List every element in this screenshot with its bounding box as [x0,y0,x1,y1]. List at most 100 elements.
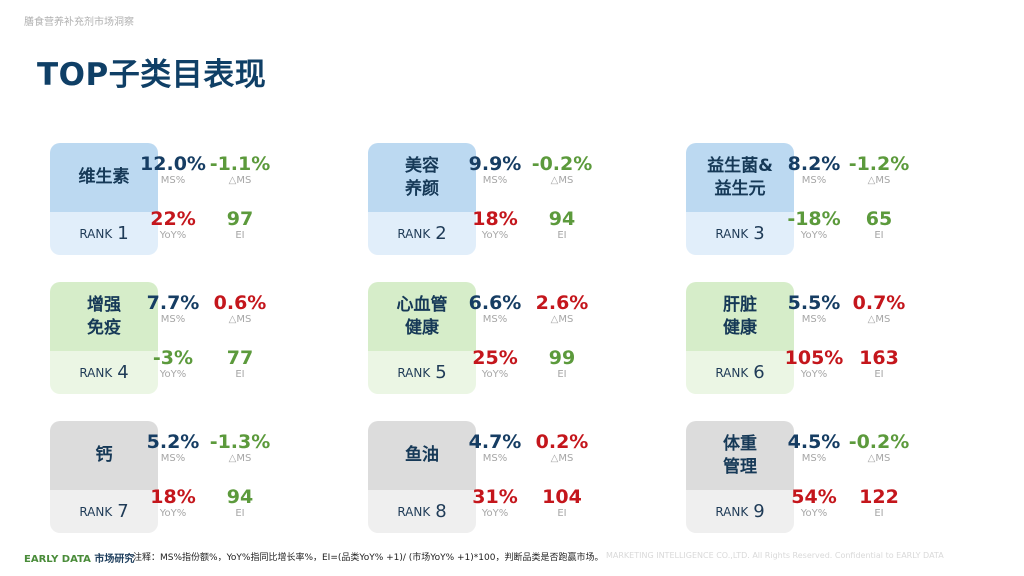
ms-label: MS% [801,453,827,464]
metric-yoy: 18% YoY% [455,208,535,242]
ei-label: EI [557,369,567,380]
category-tile: 益生菌& 益生元 RANK 3 [686,143,794,255]
rank-label: RANK [715,226,749,241]
metric-ms: 5.5% MS% [774,292,854,326]
ei-label: EI [235,508,245,519]
ms-label: MS% [801,175,827,186]
yoy-value: -3% [152,347,194,369]
metric-ms: 12.0% MS% [133,153,213,187]
category-rank: RANK 4 [50,351,158,394]
rank-number: 5 [435,362,447,383]
ei-value: 94 [548,208,576,230]
rank-label: RANK [397,226,431,241]
yoy-value: 31% [472,486,518,508]
ms-label: MS% [801,314,827,325]
metric-ms: 4.5% MS% [774,431,854,465]
category-card: 增强 免疫 RANK 4 7.7% MS% 0.6% △MS -3% YoY% 77 EI [50,282,340,394]
metric-dms: -1.2% △MS [839,153,919,187]
category-name: 益生菌& 益生元 [686,143,794,212]
ms-label: MS% [482,175,508,186]
metric-yoy: 31% YoY% [455,486,535,520]
category-card: 心血管 健康 RANK 5 6.6% MS% 2.6% △MS 25% YoY% 99 EI [368,282,658,394]
dms-label: △MS [550,453,574,464]
ms-label: MS% [160,175,186,186]
rank-number: 6 [753,362,765,383]
category-rank: RANK 3 [686,212,794,255]
brand-zh: 市场研究 [94,554,135,565]
category-card: 钙 RANK 7 5.2% MS% -1.3% △MS 18% YoY% 94 EI [50,421,340,533]
ei-label: EI [874,508,884,519]
yoy-value: 18% [472,208,518,230]
metric-dms: 0.7% △MS [839,292,919,326]
metric-yoy: -18% YoY% [774,208,854,242]
ei-value: 77 [226,347,254,369]
metric-ms: 6.6% MS% [455,292,535,326]
rank-number: 3 [753,223,765,244]
yoy-label: YoY% [481,508,509,519]
ms-value: 4.7% [468,431,522,453]
dms-label: △MS [550,175,574,186]
category-tile: 肝脏 健康 RANK 6 [686,282,794,394]
category-rank: RANK 6 [686,351,794,394]
metric-ei: 99 EI [522,347,602,381]
dms-label: △MS [867,175,891,186]
category-name: 维生素 [50,143,158,212]
dms-label: △MS [550,314,574,325]
ms-value: 12.0% [140,153,206,175]
rank-label: RANK [79,365,113,380]
metric-ms: 9.9% MS% [455,153,535,187]
dms-value: 0.7% [852,292,906,314]
dms-label: △MS [228,314,252,325]
yoy-label: YoY% [481,230,509,241]
category-rank: RANK 1 [50,212,158,255]
yoy-label: YoY% [800,369,828,380]
ei-label: EI [557,508,567,519]
dms-value: 2.6% [535,292,589,314]
category-tile: 钙 RANK 7 [50,421,158,533]
dms-value: -1.1% [209,153,271,175]
metric-yoy: 54% YoY% [774,486,854,520]
ei-value: 104 [542,486,582,508]
metric-ms: 7.7% MS% [133,292,213,326]
dms-value: -0.2% [531,153,593,175]
ei-value: 99 [548,347,576,369]
dms-label: △MS [867,314,891,325]
metric-ei: 94 EI [200,486,280,520]
rank-label: RANK [397,365,431,380]
dms-label: △MS [228,453,252,464]
yoy-value: 22% [150,208,196,230]
metric-yoy: 18% YoY% [133,486,213,520]
metric-ei: 77 EI [200,347,280,381]
yoy-label: YoY% [159,369,187,380]
yoy-label: YoY% [800,508,828,519]
category-name: 鱼油 [368,421,476,490]
category-rank: RANK 2 [368,212,476,255]
rank-number: 8 [435,501,447,522]
rank-number: 1 [117,223,129,244]
ei-label: EI [874,369,884,380]
metric-ei: 97 EI [200,208,280,242]
metric-dms: 0.6% △MS [200,292,280,326]
category-card: 美容 养颜 RANK 2 9.9% MS% -0.2% △MS 18% YoY% 94 EI [368,143,658,255]
metric-ei: 104 EI [522,486,602,520]
ei-value: 94 [226,486,254,508]
metric-ms: 5.2% MS% [133,431,213,465]
rank-number: 7 [117,501,129,522]
category-card: 体重 管理 RANK 9 4.5% MS% -0.2% △MS 54% YoY% 122 EI [686,421,976,533]
metric-ei: 163 EI [839,347,919,381]
ei-value: 65 [865,208,893,230]
metric-dms: -1.1% △MS [200,153,280,187]
metric-yoy: 105% YoY% [774,347,854,381]
category-rank: RANK 8 [368,490,476,533]
rank-label: RANK [397,504,431,519]
rank-label: RANK [79,226,113,241]
rank-label: RANK [715,504,749,519]
yoy-value: 18% [150,486,196,508]
category-tile: 鱼油 RANK 8 [368,421,476,533]
category-name: 肝脏 健康 [686,282,794,351]
ms-value: 5.2% [146,431,200,453]
dms-value: 0.2% [535,431,589,453]
yoy-label: YoY% [159,230,187,241]
yoy-label: YoY% [481,369,509,380]
category-card: 维生素 RANK 1 12.0% MS% -1.1% △MS 22% YoY% 97 EI [50,143,340,255]
